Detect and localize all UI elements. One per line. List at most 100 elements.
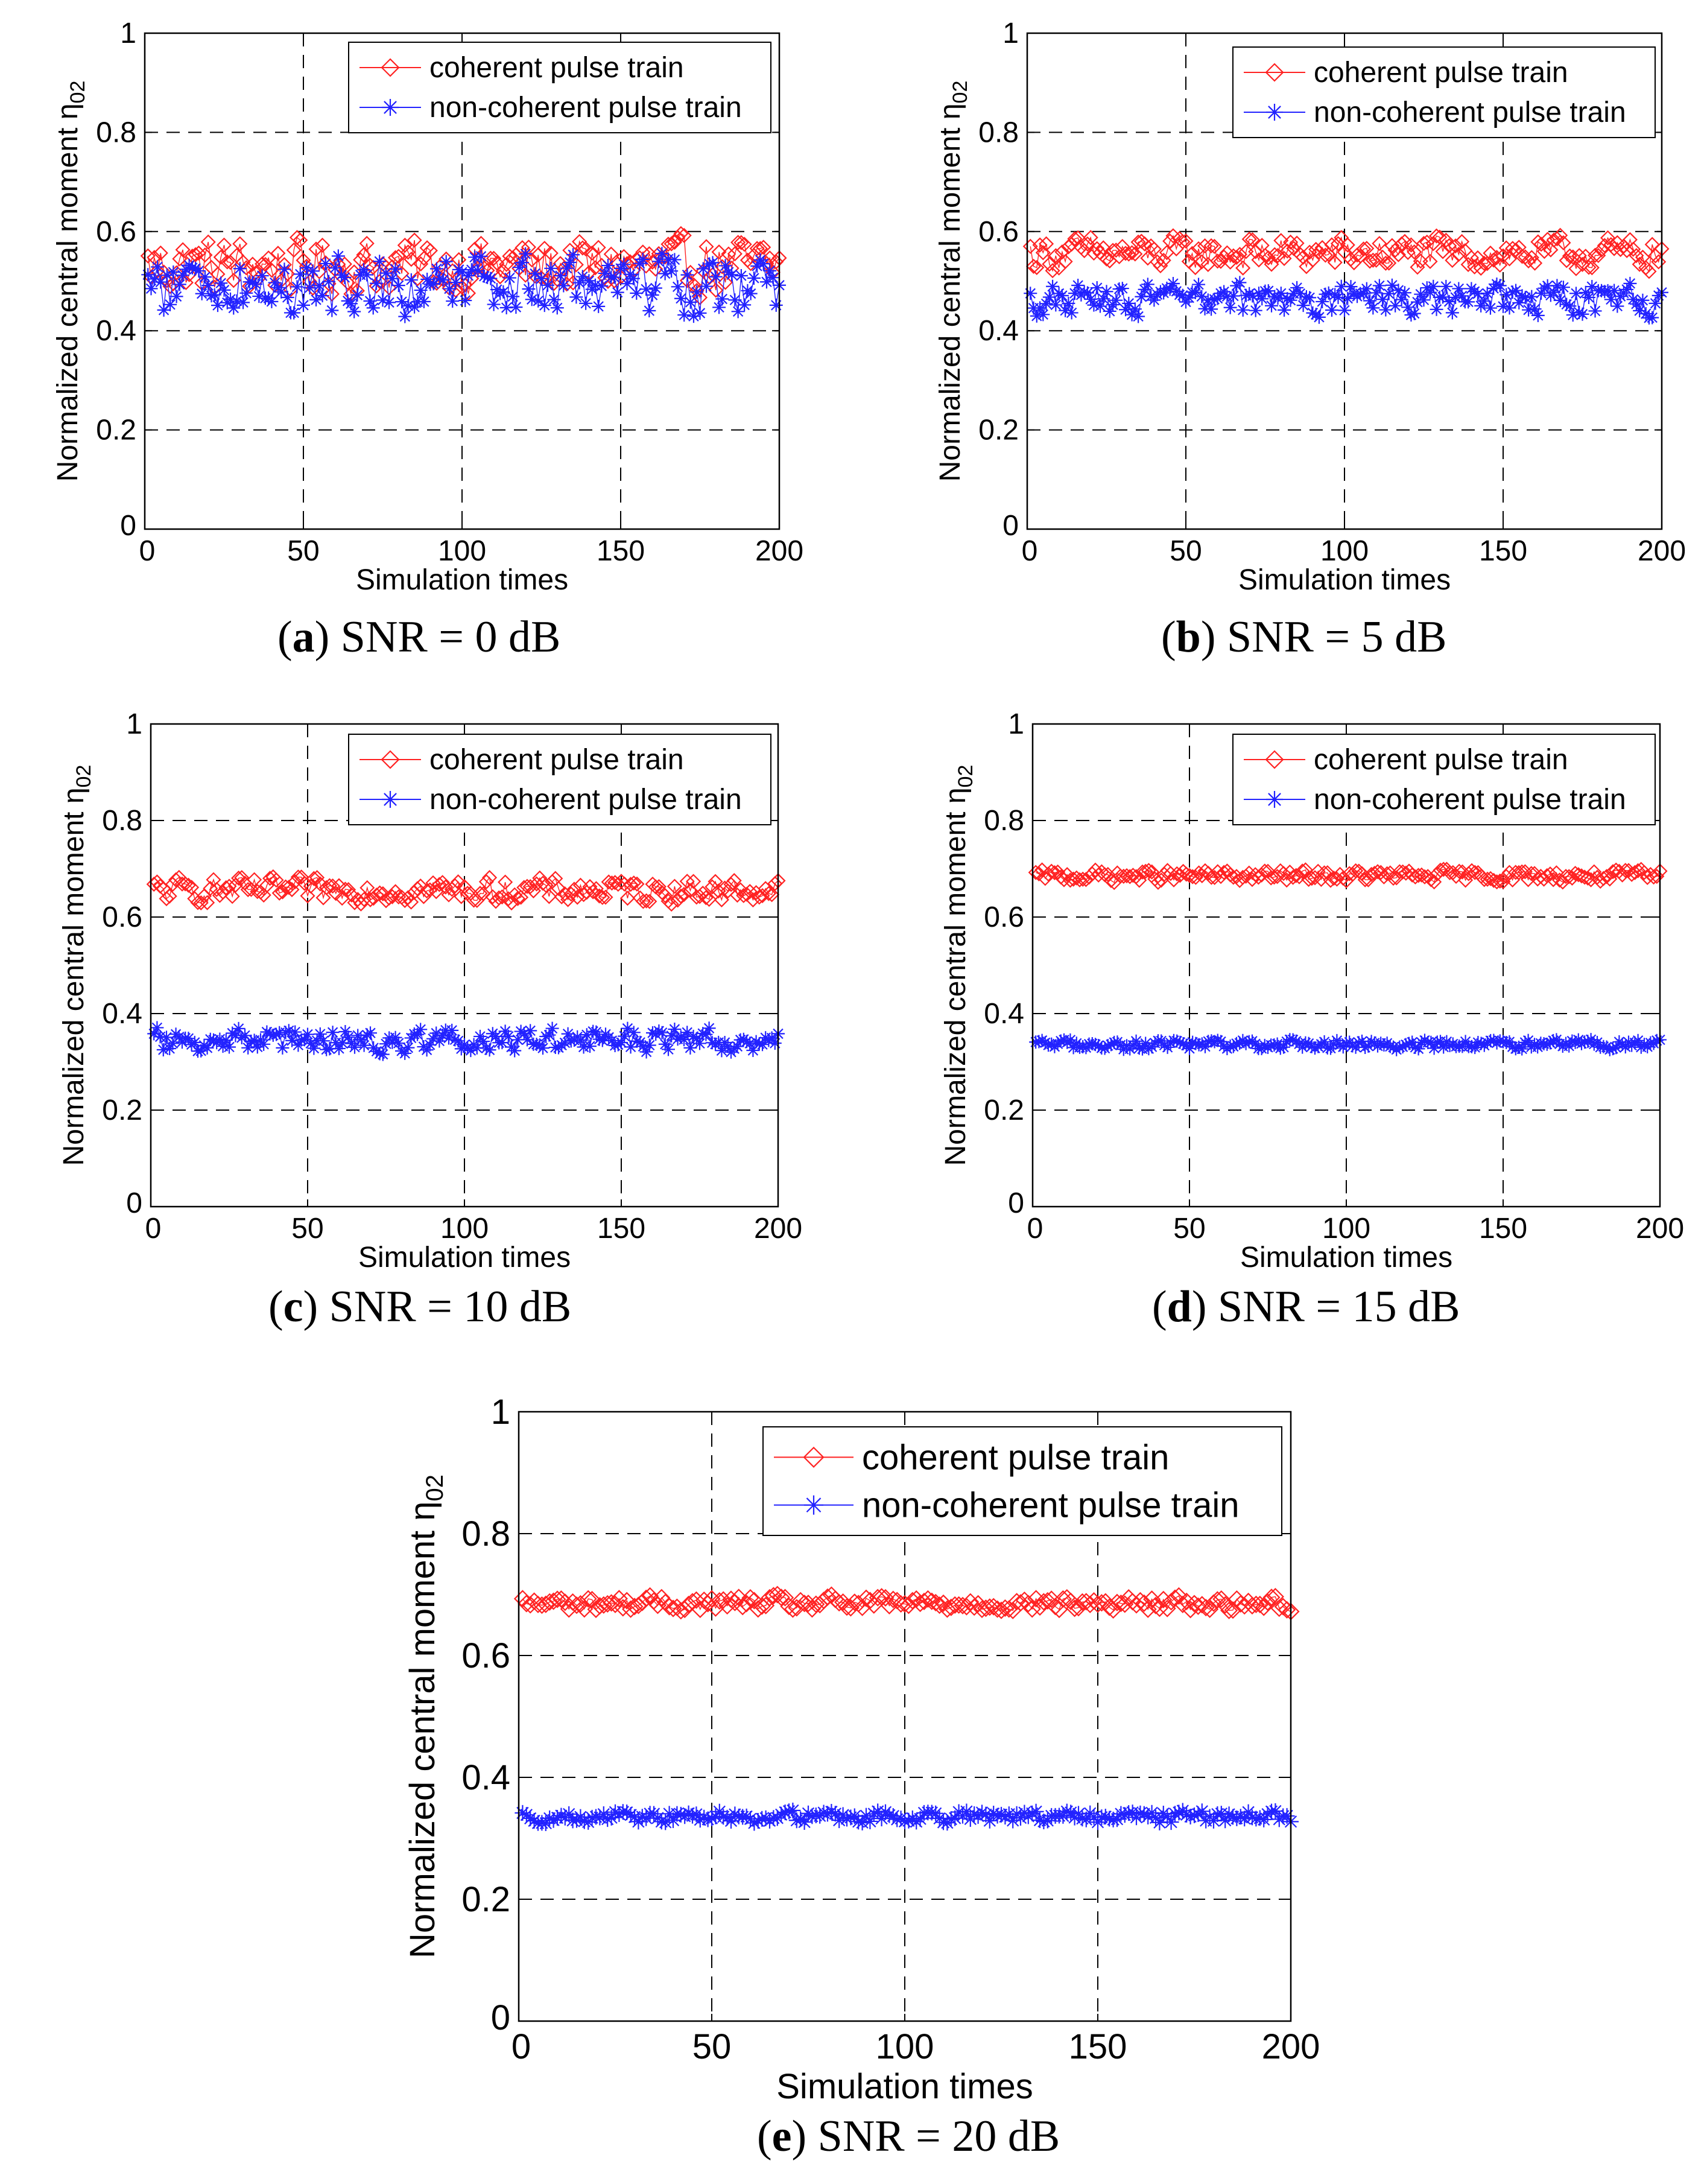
x-tick-label: 50: [291, 1213, 323, 1245]
data-point-diamond: [312, 876, 328, 892]
data-point-asterisk: [605, 1033, 619, 1047]
data-point-asterisk: [257, 1037, 271, 1051]
data-point-diamond: [250, 884, 265, 900]
data-point-diamond: [585, 884, 601, 900]
data-point-asterisk: [297, 1033, 311, 1047]
data-point-diamond: [522, 879, 538, 895]
data-point-asterisk: [163, 1041, 177, 1055]
data-point-asterisk: [738, 298, 752, 312]
data-point-asterisk: [498, 1024, 512, 1038]
data-point-asterisk: [1268, 290, 1282, 303]
data-point-diamond: [992, 1601, 1010, 1619]
data-point-asterisk: [889, 1811, 905, 1827]
data-point-diamond: [957, 1598, 975, 1616]
data-point-diamond: [513, 889, 529, 905]
x-tick-label: 0: [1027, 1213, 1044, 1245]
data-point-diamond: [1207, 869, 1223, 886]
data-point-diamond: [1124, 245, 1140, 261]
data-point-diamond: [1294, 863, 1310, 879]
data-point-asterisk: [1500, 288, 1513, 302]
data-point-asterisk: [446, 294, 460, 308]
data-point-asterisk: [325, 303, 339, 317]
data-point-asterisk: [607, 270, 621, 284]
data-point-asterisk: [579, 296, 593, 310]
data-point-diamond: [400, 890, 416, 906]
data-point-diamond: [1289, 235, 1305, 251]
data-point-diamond: [726, 873, 742, 889]
data-point-asterisk: [144, 282, 158, 296]
data-point-asterisk: [1547, 1033, 1560, 1047]
data-point-diamond: [1060, 239, 1076, 255]
data-point-diamond: [226, 273, 241, 288]
data-point-asterisk: [1194, 1803, 1210, 1820]
data-point-asterisk: [335, 1036, 349, 1050]
data-point-diamond: [518, 1595, 536, 1613]
data-point-asterisk: [509, 300, 523, 314]
y-axis-label: Normalized central moment η02: [934, 81, 972, 482]
data-point-diamond: [1089, 1595, 1107, 1613]
data-point-asterisk: [1603, 1043, 1617, 1056]
data-point-asterisk: [537, 299, 551, 313]
data-point-diamond: [1419, 234, 1435, 250]
data-point-asterisk: [530, 1037, 543, 1051]
data-point-diamond: [505, 250, 521, 265]
data-point-diamond: [1605, 864, 1621, 880]
data-point-asterisk: [897, 1813, 913, 1829]
data-point-asterisk: [943, 1811, 959, 1827]
data-point-asterisk: [373, 255, 387, 268]
data-point-diamond: [673, 226, 689, 241]
data-point-asterisk: [547, 293, 561, 306]
data-point-asterisk: [521, 1033, 534, 1047]
data-point-asterisk: [671, 280, 685, 294]
data-point-asterisk: [989, 1808, 1006, 1824]
data-point-diamond: [435, 875, 451, 890]
data-point-asterisk: [489, 1029, 502, 1043]
data-point-asterisk: [658, 1037, 672, 1051]
legend-label: non-coherent pulse train: [862, 1486, 1240, 1525]
data-point-asterisk: [699, 1027, 713, 1041]
data-point-asterisk: [768, 1036, 782, 1050]
data-point-asterisk: [522, 1810, 539, 1826]
subfigure-caption: (a) SNR = 0 dB: [277, 612, 560, 662]
data-point-asterisk: [1306, 306, 1320, 320]
legend-label: coherent pulse train: [429, 744, 684, 776]
data-point-diamond: [521, 1596, 539, 1614]
data-point-diamond: [699, 1595, 717, 1613]
data-point-diamond: [1587, 247, 1603, 263]
data-point-asterisk: [1338, 303, 1351, 317]
data-point-asterisk: [1013, 1810, 1028, 1826]
data-point-diamond: [803, 1600, 821, 1618]
data-point-diamond: [1373, 865, 1389, 880]
data-point-asterisk: [414, 1023, 428, 1036]
data-point-asterisk: [563, 255, 577, 269]
data-point-asterisk: [318, 256, 332, 270]
data-point-asterisk: [1179, 295, 1192, 309]
data-point-asterisk: [1369, 286, 1383, 300]
data-point-asterisk: [1582, 291, 1596, 305]
data-point-diamond: [1235, 869, 1250, 885]
data-point-diamond: [488, 894, 504, 909]
data-point-asterisk: [448, 1033, 462, 1047]
data-point-diamond: [989, 1600, 1007, 1618]
caption-letter: e: [772, 2112, 792, 2161]
data-point-asterisk: [322, 275, 336, 288]
data-point-diamond: [1505, 241, 1521, 256]
data-point-asterisk: [160, 268, 174, 282]
data-point-asterisk: [736, 1032, 750, 1046]
data-point-diamond: [341, 882, 356, 898]
data-point-asterisk: [238, 1029, 252, 1043]
data-point-asterisk: [1142, 1042, 1156, 1056]
data-point-asterisk: [304, 1036, 318, 1050]
data-point-asterisk: [250, 1040, 264, 1054]
asterisk-icon: [1266, 104, 1283, 121]
data-point-asterisk: [188, 1035, 201, 1049]
data-point-diamond: [761, 886, 776, 901]
data-point-asterisk: [376, 293, 390, 307]
data-point-asterisk: [157, 303, 171, 317]
x-tick-label: 50: [287, 535, 319, 567]
data-point-diamond: [1166, 1589, 1184, 1607]
data-point-asterisk: [1255, 292, 1269, 306]
data-point-asterisk: [347, 305, 361, 319]
data-point-diamond: [529, 1595, 547, 1613]
data-point-asterisk: [709, 1037, 722, 1051]
